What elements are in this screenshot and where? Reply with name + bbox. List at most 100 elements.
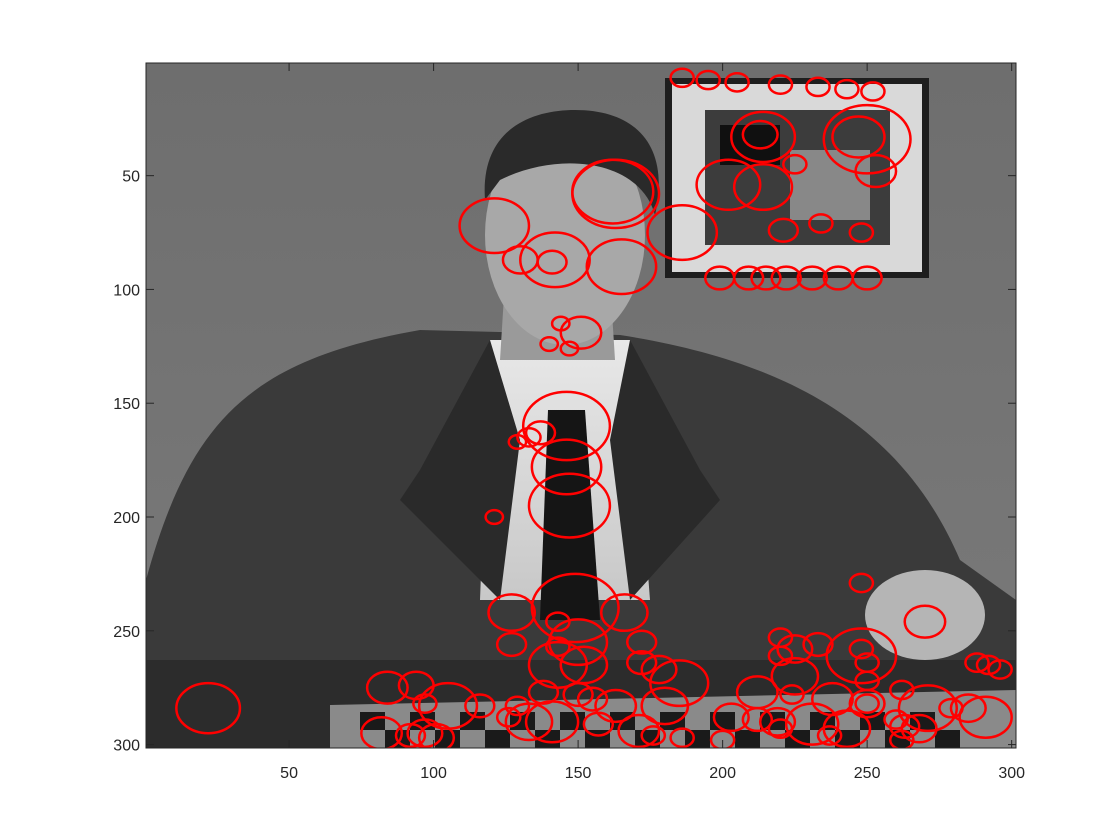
circle-marker [458, 197, 531, 255]
circle-marker [903, 604, 947, 639]
circle-marker [848, 688, 886, 719]
circle-markers [175, 67, 1013, 748]
circle-marker [649, 659, 710, 708]
circle-marker [816, 725, 843, 746]
x-tick-label: 300 [998, 765, 1025, 782]
circle-marker [958, 695, 1013, 740]
x-tick-label: 100 [420, 765, 447, 782]
circle-marker [582, 711, 615, 737]
circle-marker [695, 158, 762, 212]
circle-marker [758, 706, 797, 737]
circle-marker [964, 652, 990, 674]
circle-marker [854, 153, 898, 189]
circle-marker [848, 222, 875, 243]
circle-marker [524, 700, 580, 744]
circle-marker [770, 265, 802, 291]
circle-marker [360, 716, 404, 748]
circle-marker [640, 686, 690, 726]
circle-marker [782, 153, 808, 175]
y-tick-label: 150 [113, 396, 140, 413]
y-tick-label: 200 [113, 510, 140, 527]
circle-marker [545, 636, 571, 658]
circle-marker [495, 706, 522, 728]
x-axis: 50 100 150 200 250 300 [280, 63, 1025, 782]
x-tick-label: 50 [280, 765, 298, 782]
circle-marker [975, 654, 1002, 676]
circle-marker [417, 722, 456, 748]
circle-marker [504, 695, 531, 717]
circle-marker [897, 684, 958, 733]
circle-marker [848, 638, 875, 660]
circle-marker [860, 81, 886, 102]
circle-marker [732, 163, 794, 212]
circle-marker [527, 472, 612, 539]
circle-marker [524, 420, 557, 446]
y-tick-label: 250 [113, 624, 140, 641]
circle-marker [712, 702, 750, 733]
circle-marker [767, 645, 794, 667]
circle-marker [834, 78, 860, 100]
circle-marker [646, 203, 719, 262]
circle-marker [562, 681, 594, 708]
circle-marker [724, 71, 750, 93]
circle-marker [559, 315, 603, 350]
circle-marker [669, 67, 695, 89]
circle-marker [805, 76, 831, 98]
circle-marker [625, 629, 658, 655]
background-photo [146, 63, 1016, 748]
x-tick-label: 200 [709, 765, 736, 782]
circle-marker [599, 593, 649, 633]
circle-marker [530, 572, 620, 644]
circle-marker [539, 335, 560, 353]
circle-marker [594, 688, 638, 724]
circle-marker [741, 119, 779, 150]
circle-marker [889, 729, 915, 748]
circle-marker [175, 681, 242, 735]
circle-marker [741, 706, 774, 733]
circle-marker [487, 593, 537, 633]
circle-marker [831, 115, 886, 159]
circle-marker [536, 249, 568, 275]
circle-marker [900, 713, 938, 744]
y-tick-label: 50 [122, 169, 140, 186]
circle-marker [750, 265, 782, 291]
circle-marker [530, 438, 603, 496]
x-tick-label: 150 [565, 765, 592, 782]
circle-marker [808, 213, 834, 234]
y-tick-label: 300 [113, 738, 140, 755]
circle-marker [851, 265, 883, 291]
circle-marker [987, 659, 1013, 680]
circle-marker [854, 693, 880, 714]
circle-marker [848, 572, 875, 594]
circle-marker [730, 110, 797, 164]
circle-marker [571, 158, 661, 230]
circle-marker [709, 729, 736, 748]
circle-marker [484, 508, 505, 526]
circle-marker [779, 684, 805, 705]
circle-marker [516, 427, 542, 448]
circle-marker [695, 69, 721, 91]
circle-marker [585, 238, 658, 296]
circle-marker [519, 231, 591, 289]
circle-marker [802, 631, 834, 658]
circle-marker [365, 670, 409, 705]
circle-marker [640, 654, 678, 685]
circle-marker [767, 718, 794, 740]
circle-marker [559, 340, 580, 357]
circle-marker [949, 693, 987, 724]
y-axis: 50 100 150 200 250 300 [113, 169, 1016, 755]
y-tick-label: 100 [113, 282, 140, 299]
circle-marker [464, 693, 496, 719]
x-tick-label: 250 [854, 765, 881, 782]
circle-marker [767, 74, 794, 95]
circle-marker [576, 686, 609, 712]
circle-marker [669, 727, 695, 748]
circle-marker [640, 725, 667, 746]
circle-marker [495, 631, 528, 658]
circle-marker [732, 265, 765, 291]
circle-marker [770, 656, 820, 696]
circle-marker [545, 611, 571, 633]
circle-marker [617, 713, 661, 748]
circle-marker [776, 634, 814, 664]
